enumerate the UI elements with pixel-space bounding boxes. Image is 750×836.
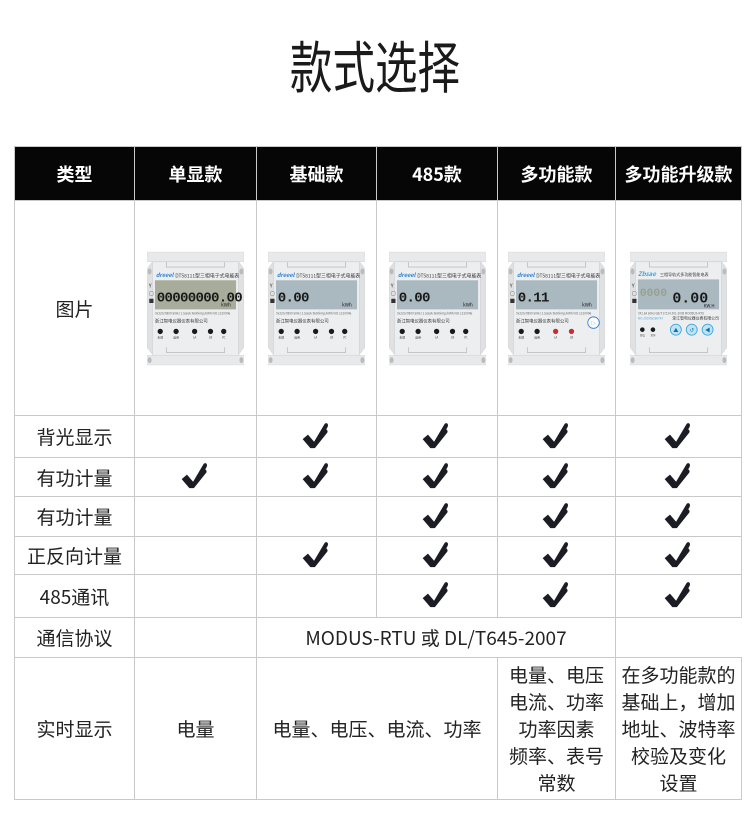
svg-text:VC: VC — [464, 335, 468, 339]
svg-text:未顺: 未顺 — [157, 335, 163, 339]
svg-text:未顺: 未顺 — [518, 335, 524, 339]
svg-text:3x220/380V 50Hz 1.5(6)A 3600im: 3x220/380V 50Hz 1.5(6)A 3600imp/kWh NO.1… — [276, 310, 352, 315]
svg-text:LA: LA — [554, 335, 558, 339]
svg-text:3x220/380V 50Hz 1.5(6)A 3600im: 3x220/380V 50Hz 1.5(6)A 3600imp/kWh NO.1… — [396, 310, 472, 315]
svg-text:未顺: 未顺 — [278, 335, 284, 339]
svg-text:LB: LB — [570, 335, 574, 339]
svg-text:kWh: kWh — [221, 301, 231, 308]
svg-text:○: ○ — [270, 289, 275, 297]
svg-text:kWh: kWh — [342, 301, 352, 308]
svg-text:浙江智电仪器仪表有限公司: 浙江智电仪器仪表有限公司 — [155, 317, 208, 324]
svg-text:未顺: 未顺 — [399, 335, 405, 339]
svg-text:○: ○ — [390, 289, 395, 297]
svg-text:部设: 部设 — [640, 332, 645, 336]
svg-text:LA: LA — [314, 335, 318, 339]
svg-text:浙江智电仪器仪表有限公司: 浙江智电仪器仪表有限公司 — [276, 317, 329, 324]
svg-text:NO.202005260743: NO.202005260743 — [638, 316, 663, 320]
svg-text:选用: 选用 — [294, 335, 300, 339]
svg-text:DTS8111型三相电子式电能表: DTS8111型三相电子式电能表 — [536, 272, 600, 279]
svg-text:dreeel: dreeel — [156, 269, 175, 278]
svg-text:▷: ▷ — [591, 319, 596, 326]
svg-text:查询: 查询 — [650, 332, 655, 336]
svg-text:○: ○ — [149, 289, 154, 297]
svg-text:◀: ◀ — [705, 325, 710, 333]
svg-text:Y: Y — [509, 281, 513, 289]
svg-text:LB: LB — [209, 335, 213, 339]
svg-text:■: ■ — [270, 297, 275, 305]
svg-text:选用: 选用 — [415, 335, 421, 339]
svg-text:3x220/380V 50Hz 1.5(6)A 3600im: 3x220/380V 50Hz 1.5(6)A 3600imp/kWh NO.1… — [155, 310, 231, 315]
svg-text:↺: ↺ — [690, 325, 694, 333]
svg-text:DTS8111型三相电子式电能表: DTS8111型三相电子式电能表 — [296, 272, 360, 279]
svg-text:浙江智电仪器仪表有限公司: 浙江智电仪器仪表有限公司 — [396, 317, 449, 324]
svg-text:Y: Y — [269, 281, 273, 289]
svg-text:三相导轨式多功能智能电表: 三相导轨式多功能智能电表 — [660, 270, 709, 277]
svg-text:■: ■ — [632, 297, 637, 305]
svg-text:▲: ▲ — [673, 325, 679, 333]
svg-text:选用: 选用 — [534, 335, 540, 339]
svg-text:DTS8111型三相电子式电能表: DTS8111型三相电子式电能表 — [417, 272, 481, 279]
svg-text:dreeel: dreeel — [517, 269, 536, 278]
svg-text:LB: LB — [450, 335, 454, 339]
svg-text:LA: LA — [434, 335, 438, 339]
svg-text:○: ○ — [510, 289, 515, 297]
svg-text:LB: LB — [330, 335, 334, 339]
svg-text:浙江智电仪器仪表有限公司: 浙江智电仪器仪表有限公司 — [516, 317, 569, 324]
svg-text:Zbsae: Zbsae — [638, 268, 657, 277]
svg-text:dreeel: dreeel — [397, 269, 416, 278]
svg-text:Y: Y — [148, 281, 152, 289]
svg-text:Y: Y — [389, 281, 393, 289]
svg-text:Y: Y — [631, 281, 635, 289]
svg-text:VC: VC — [343, 335, 347, 339]
svg-text:KW.H: KW.H — [704, 303, 715, 309]
svg-text:浙江智电仪器仪表有限公司: 浙江智电仪器仪表有限公司 — [672, 315, 719, 321]
svg-text:LA: LA — [193, 335, 197, 339]
svg-text:■: ■ — [390, 297, 395, 305]
svg-text:0.00: 0.00 — [278, 290, 309, 306]
svg-text:dreeel: dreeel — [277, 269, 296, 278]
svg-text:○: ○ — [632, 289, 637, 297]
svg-text:kWh: kWh — [582, 301, 592, 308]
svg-text:0.11: 0.11 — [518, 290, 549, 306]
svg-text:■: ■ — [510, 297, 515, 305]
svg-text:0.00: 0.00 — [398, 290, 429, 306]
svg-text:■: ■ — [149, 297, 154, 305]
svg-text:DTS8111型三相电子式电能表: DTS8111型三相电子式电能表 — [175, 272, 239, 279]
svg-text:0000: 0000 — [640, 287, 668, 300]
svg-text:kWh: kWh — [463, 301, 473, 308]
svg-text:选用: 选用 — [173, 335, 179, 339]
svg-text:VC: VC — [222, 335, 226, 339]
svg-text:3x220/380V 50Hz 1.5(6)A 3600im: 3x220/380V 50Hz 1.5(6)A 3600imp/kWh NO.1… — [516, 310, 592, 315]
